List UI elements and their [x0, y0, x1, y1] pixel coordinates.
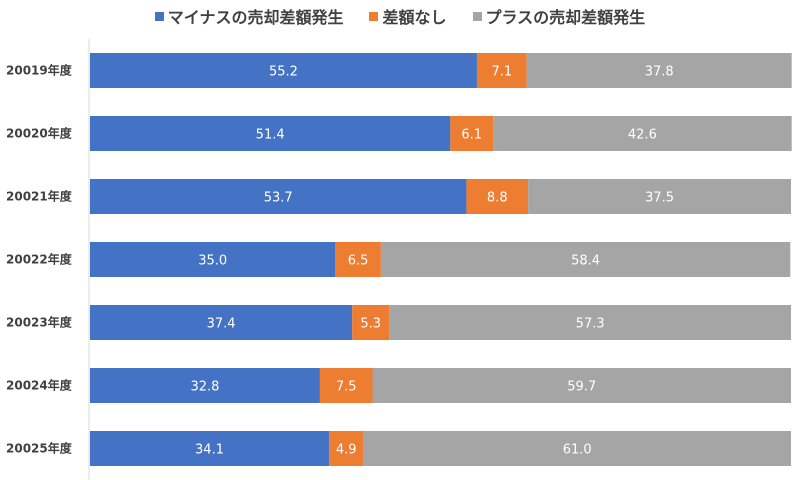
category-label: 20019年度 — [6, 63, 73, 78]
data-label: 59.7 — [567, 380, 596, 395]
category-label: 20020年度 — [6, 126, 73, 141]
data-label: 37.8 — [645, 65, 674, 80]
legend-label: マイナスの売却差額発生 — [167, 8, 344, 27]
legend-item-none: 差額なし — [369, 4, 447, 28]
bar-segment — [372, 368, 791, 403]
data-label: 6.1 — [461, 128, 482, 143]
legend-swatch-gray — [472, 11, 482, 21]
data-label: 42.6 — [628, 128, 657, 143]
category-label: 20024年度 — [6, 378, 73, 393]
legend-item-plus: プラスの売却差額発生 — [472, 4, 646, 28]
bar-segment — [363, 431, 791, 466]
bar-segment — [526, 53, 792, 88]
bar-segment — [90, 116, 451, 151]
legend-swatch-orange — [369, 11, 379, 21]
data-label: 34.1 — [195, 443, 224, 458]
bar-segment — [450, 116, 494, 151]
data-label: 61.0 — [563, 443, 592, 458]
bar-segment — [493, 116, 792, 151]
data-label: 5.3 — [360, 317, 381, 332]
data-label: 53.7 — [264, 191, 293, 206]
category-label: 20023年度 — [6, 315, 73, 330]
bar-segment — [380, 242, 791, 277]
data-label: 37.4 — [207, 317, 236, 332]
bar-segment — [329, 431, 364, 466]
bar-segment — [90, 305, 353, 340]
data-label: 7.5 — [336, 380, 357, 395]
data-label: 58.4 — [571, 254, 600, 269]
bar-segment — [90, 368, 320, 403]
bar-segment — [335, 242, 381, 277]
data-label: 55.2 — [269, 65, 298, 80]
legend-label: プラスの売却差額発生 — [485, 8, 646, 27]
data-label: 51.4 — [256, 128, 285, 143]
legend-swatch-blue — [154, 11, 164, 21]
data-label: 35.0 — [198, 254, 227, 269]
category-label: 20021年度 — [6, 189, 73, 204]
bar-segment — [352, 305, 390, 340]
legend-label: 差額なし — [382, 8, 447, 27]
bar-segment — [90, 242, 336, 277]
data-label: 7.1 — [491, 65, 512, 80]
category-label: 20025年度 — [6, 441, 73, 456]
bar-segment — [319, 368, 373, 403]
data-label: 4.9 — [336, 443, 357, 458]
bar-segment — [466, 179, 529, 214]
bar-segment — [389, 305, 791, 340]
data-label: 8.8 — [487, 191, 508, 206]
bar-segment — [90, 179, 467, 214]
legend-item-minus: マイナスの売却差額発生 — [154, 4, 344, 28]
data-label: 32.8 — [190, 380, 219, 395]
chart-legend: マイナスの売却差額発生 差額なし プラスの売却差額発生 — [0, 4, 800, 28]
data-label: 6.5 — [348, 254, 369, 269]
data-label: 57.3 — [576, 317, 605, 332]
category-label: 20022年度 — [6, 252, 73, 267]
bar-segment — [528, 179, 791, 214]
bar-segment — [90, 431, 330, 466]
bar-segment — [90, 53, 477, 88]
data-label: 37.5 — [645, 191, 674, 206]
bar-segment — [476, 53, 527, 88]
